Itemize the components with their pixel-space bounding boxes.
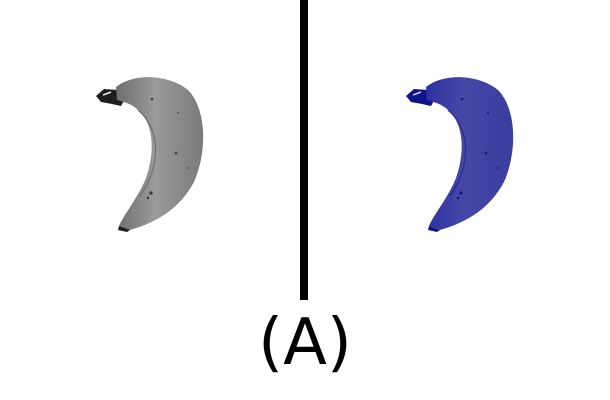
figure-label: (A) — [258, 306, 352, 380]
banana-blue-image — [406, 77, 514, 232]
panel-divider — [300, 0, 308, 300]
panel-grayscale — [0, 0, 300, 300]
banana-grayscale-image — [96, 77, 204, 232]
panel-blue — [310, 0, 610, 300]
banana-body — [426, 77, 514, 230]
banana-body — [116, 77, 204, 230]
